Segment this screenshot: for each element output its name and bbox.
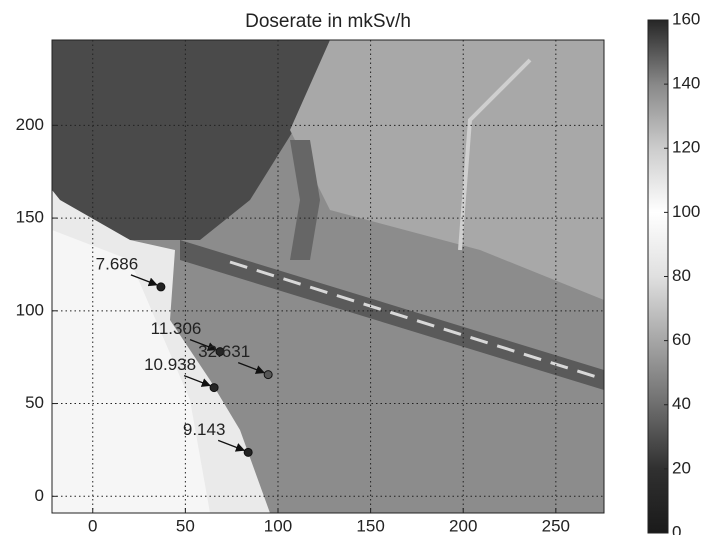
plot-frame xyxy=(51,39,605,514)
annotation-arrow xyxy=(130,274,158,287)
y-tick-label: 150 xyxy=(16,208,44,227)
point xyxy=(156,282,166,292)
point-label: 7.686 xyxy=(96,254,139,273)
annotation-arrow xyxy=(217,439,246,452)
colorbar-tick-label: 140 xyxy=(672,74,700,93)
point xyxy=(243,447,253,457)
annotation-arrow xyxy=(189,339,217,351)
annotation-arrow xyxy=(183,375,211,387)
chart-title: Doserate in mkSv/h xyxy=(245,11,411,32)
colorbar-tick-label: 0 xyxy=(672,522,681,535)
annotation-arrow xyxy=(237,362,266,374)
y-tick-label: 100 xyxy=(16,300,44,319)
map-image xyxy=(52,40,604,513)
point-label: 9.143 xyxy=(183,420,226,439)
y-tick-label: 200 xyxy=(16,115,44,134)
colorbar-tick-label: 40 xyxy=(672,394,691,413)
point-label: 11.306 xyxy=(151,319,202,338)
x-tick-label: 100 xyxy=(264,516,292,535)
point xyxy=(263,370,273,380)
colorbar-tick-label: 120 xyxy=(672,138,700,157)
x-tick-label: 50 xyxy=(176,516,195,535)
point xyxy=(215,347,225,357)
y-tick-label: 0 xyxy=(35,486,44,505)
colorbar-tick-label: 20 xyxy=(672,458,691,477)
x-tick-label: 200 xyxy=(449,516,477,535)
x-tick-label: 150 xyxy=(356,516,384,535)
colorbar-tick-label: 160 xyxy=(672,9,700,28)
colorbar-tick-label: 100 xyxy=(672,202,700,221)
point-label: 10.938 xyxy=(144,355,196,374)
colorbar-tick-label: 80 xyxy=(672,266,691,285)
x-tick-label: 250 xyxy=(542,516,570,535)
x-tick-label: 0 xyxy=(88,516,97,535)
colorbar-tick-label: 60 xyxy=(672,330,691,349)
point xyxy=(209,383,219,393)
point-label: 32.631 xyxy=(198,342,250,361)
y-tick-label: 50 xyxy=(25,393,44,412)
